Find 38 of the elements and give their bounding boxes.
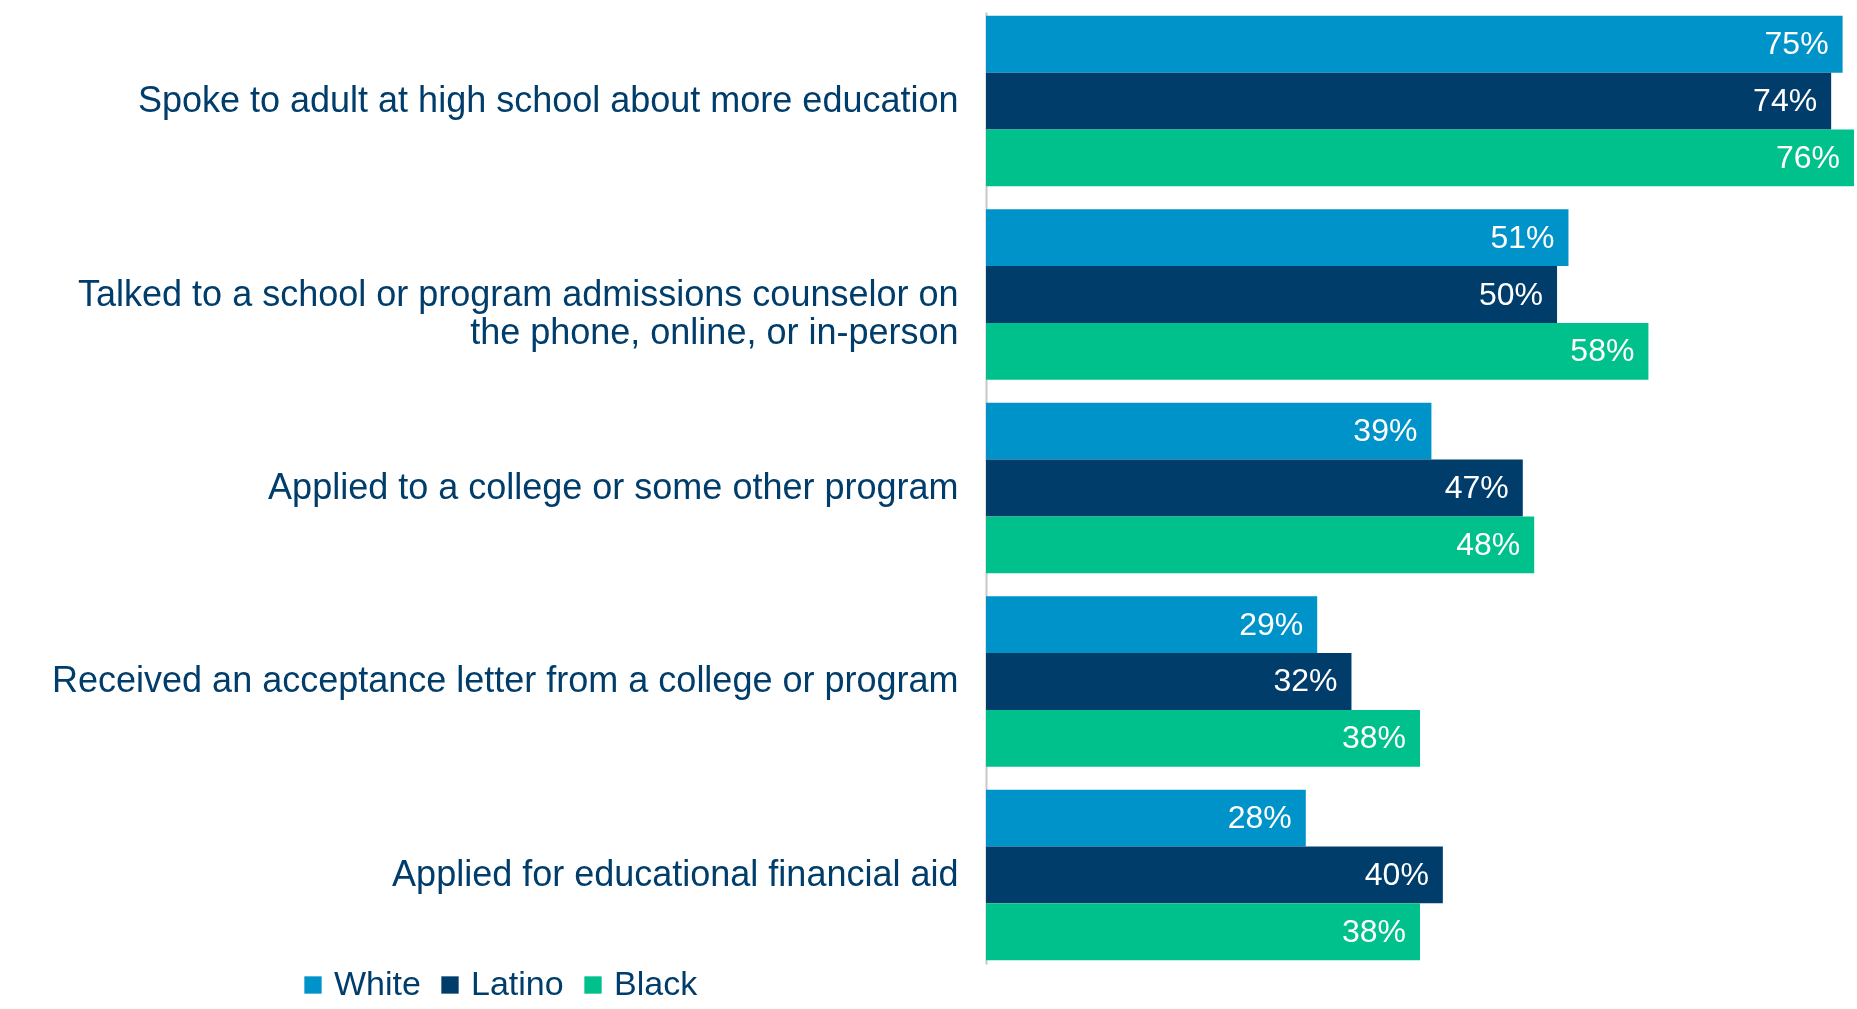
bar bbox=[986, 903, 1420, 961]
data-label: 58% bbox=[1570, 332, 1635, 369]
data-label: 47% bbox=[1444, 469, 1509, 505]
data-label: 50% bbox=[1479, 275, 1544, 312]
bar bbox=[986, 402, 1432, 460]
legend-label: White bbox=[334, 964, 421, 1002]
bar bbox=[986, 459, 1523, 517]
data-label: 38% bbox=[1341, 719, 1406, 756]
y-tick-label: Applied to a college or some other program bbox=[268, 466, 959, 507]
data-label: 29% bbox=[1239, 605, 1304, 642]
y-tick-label: Received an acceptance letter from a college or program bbox=[52, 659, 959, 701]
bar bbox=[986, 516, 1535, 574]
bar bbox=[986, 596, 1318, 654]
y-tick-label: Talked to a school or program admissions counselor on the phone, online, or in-person bbox=[78, 272, 959, 352]
legend-label: Latino bbox=[471, 964, 564, 1002]
bar bbox=[986, 15, 1843, 73]
data-label: 28% bbox=[1227, 799, 1292, 836]
bar bbox=[986, 209, 1569, 267]
data-label: 39% bbox=[1353, 412, 1418, 449]
bar bbox=[986, 266, 1558, 323]
bar bbox=[986, 709, 1420, 767]
data-label: 75% bbox=[1764, 25, 1829, 62]
data-label: 74% bbox=[1753, 82, 1818, 119]
bar bbox=[986, 789, 1306, 847]
bar bbox=[986, 322, 1649, 380]
y-tick-label: Applied for educational financial aid bbox=[392, 852, 959, 894]
bar bbox=[986, 129, 1854, 187]
bar bbox=[986, 653, 1352, 710]
y-tick-label: Spoke to adult at high school about more education bbox=[137, 79, 959, 121]
legend-label: Black bbox=[614, 964, 699, 1002]
bar bbox=[986, 72, 1832, 130]
data-label: 40% bbox=[1364, 855, 1429, 892]
bar bbox=[986, 846, 1443, 904]
data-label: 48% bbox=[1456, 525, 1521, 562]
data-label: 51% bbox=[1490, 218, 1555, 255]
data-label: 32% bbox=[1273, 662, 1338, 699]
data-label: 38% bbox=[1341, 912, 1406, 949]
data-label: 76% bbox=[1775, 138, 1840, 175]
